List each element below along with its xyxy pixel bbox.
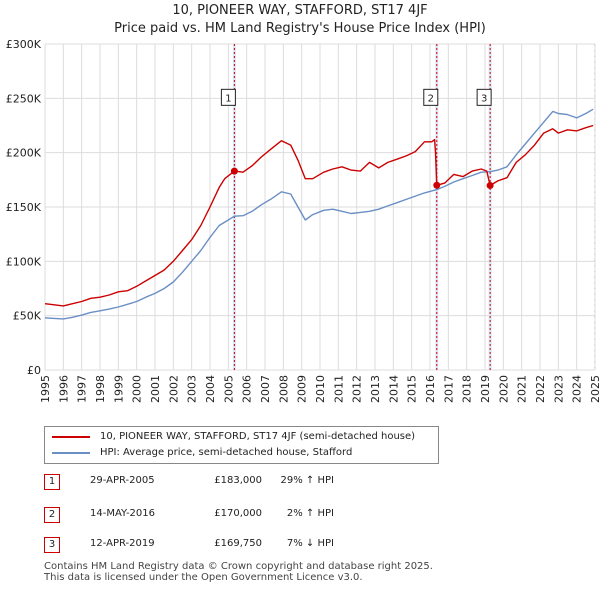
x-tick-label: 2008 [277, 375, 290, 403]
x-tick-label: 2009 [296, 375, 309, 403]
legend: 10, PIONEER WAY, STAFFORD, ST17 4JF (sem… [44, 426, 439, 464]
x-tick-label: 2016 [424, 375, 437, 403]
x-tick-label: 2011 [332, 375, 345, 403]
sale-hpi-diff: 29% ↑ HPI [280, 475, 334, 486]
sale-row-3: 3 12-APR-2019 £169,750 7% ↓ HPI [0, 535, 600, 555]
y-tick-label: £150K [6, 201, 42, 214]
x-tick-label: 2001 [149, 375, 162, 403]
sale-point [433, 181, 441, 189]
y-tick-label: £100K [6, 255, 42, 268]
sale-label-box [423, 88, 439, 106]
x-tick-label: 2007 [259, 375, 272, 403]
x-tick-label: 1998 [94, 375, 107, 403]
x-tick-label: 2015 [406, 375, 419, 403]
x-tick-label: 2010 [314, 375, 327, 403]
x-tick-label: 2019 [479, 375, 492, 403]
chart-title-line2: Price paid vs. HM Land Registry's House … [114, 21, 486, 36]
forecast-hatch [594, 44, 595, 370]
legend-label-property: 10, PIONEER WAY, STAFFORD, ST17 4JF (sem… [100, 431, 416, 442]
sale-price: £183,000 [214, 475, 262, 486]
x-tick-label: 2012 [351, 375, 364, 403]
sale-date: 14-MAY-2016 [90, 508, 156, 519]
sale-number-badge: 3 [44, 537, 60, 553]
legend-swatch-hpi [52, 452, 90, 454]
x-tick-label: 2017 [442, 375, 455, 403]
footer-copyright: Contains HM Land Registry data © Crown c… [44, 561, 433, 572]
sale-label-number: 2 [428, 93, 434, 104]
x-tick-label: 1996 [57, 375, 70, 403]
sale-hpi-diff: 7% ↓ HPI [286, 538, 334, 549]
x-tick-label: 2020 [497, 375, 510, 403]
sale-number-badge: 1 [44, 474, 60, 490]
y-tick-label: £0 [27, 364, 41, 377]
sale-band [232, 44, 236, 370]
sale-band [435, 44, 439, 370]
x-tick-label: 2013 [369, 375, 382, 403]
x-tick-label: 2025 [589, 375, 600, 403]
sale-point [486, 182, 494, 190]
x-tick-label: 2022 [534, 375, 547, 403]
legend-swatch-property [52, 436, 90, 438]
x-tick-label: 2005 [222, 375, 235, 403]
x-tick-label: 2023 [552, 375, 565, 403]
sale-date: 12-APR-2019 [90, 538, 155, 549]
sale-row-1: 1 29-APR-2005 £183,000 29% ↑ HPI [0, 472, 600, 492]
sale-price: £169,750 [214, 538, 262, 549]
x-tick-label: 2004 [204, 375, 217, 403]
x-tick-label: 2021 [516, 375, 529, 403]
y-tick-label: £50K [13, 310, 42, 323]
y-tick-label: £200K [6, 147, 42, 160]
legend-label-hpi: HPI: Average price, semi-detached house,… [100, 447, 353, 458]
x-tick-label: 2014 [387, 375, 400, 403]
sale-price: £170,000 [214, 508, 262, 519]
x-tick-label: 1995 [39, 375, 52, 403]
x-tick-label: 2024 [571, 375, 584, 403]
sale-date: 29-APR-2005 [90, 475, 155, 486]
chart-title-line1: 10, PIONEER WAY, STAFFORD, ST17 4JF [172, 3, 428, 18]
sale-point [230, 167, 238, 175]
x-tick-label: 1997 [76, 375, 89, 403]
sale-label-number: 1 [225, 93, 231, 104]
property-price-line [44, 124, 594, 307]
sale-hpi-diff: 2% ↑ HPI [286, 508, 334, 519]
x-tick-label: 1999 [112, 375, 125, 403]
y-tick-label: £300K [6, 38, 42, 51]
x-tick-label: 2003 [186, 375, 199, 403]
hpi-line [44, 108, 594, 320]
x-tick-label: 2000 [131, 375, 144, 403]
sale-label-box [220, 88, 236, 106]
x-tick-label: 2002 [167, 375, 180, 403]
footer-licence: This data is licensed under the Open Gov… [44, 572, 363, 583]
y-tick-label: £250K [6, 92, 42, 105]
x-tick-label: 2018 [461, 375, 474, 403]
price-chart: 1 2 3 £0 £50K £100K £150K £200K £250K £300K 1995 1… [6, 38, 600, 403]
x-tick-label: 2006 [241, 375, 254, 403]
sale-label-number: 3 [481, 93, 487, 104]
sale-number-badge: 2 [44, 507, 60, 523]
sale-band [488, 44, 492, 370]
sale-label-box [476, 88, 492, 106]
sale-row-2: 2 14-MAY-2016 £170,000 2% ↑ HPI [0, 505, 600, 525]
